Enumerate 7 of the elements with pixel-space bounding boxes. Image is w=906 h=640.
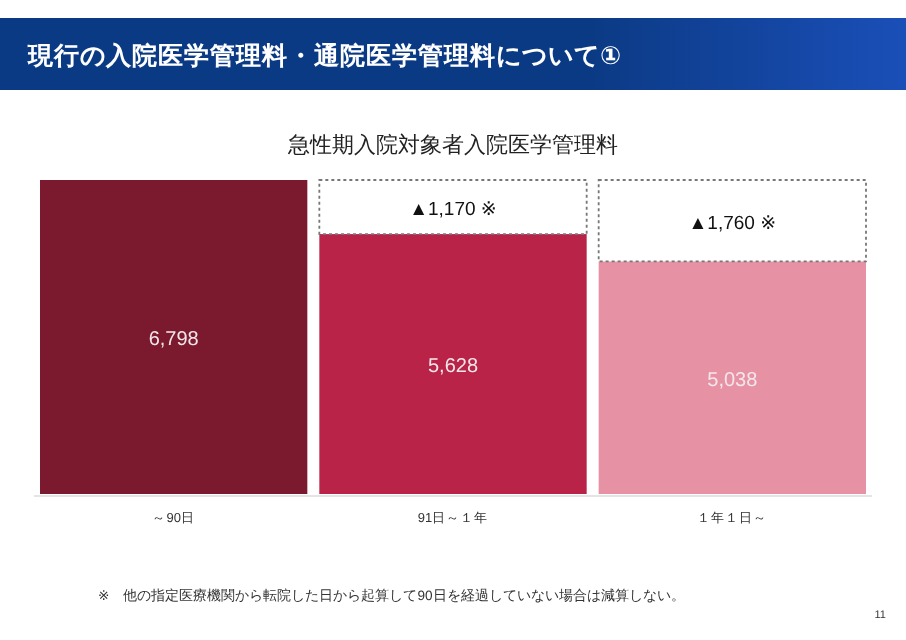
data-label: ▲1,170 ※ [409, 199, 497, 222]
data-label: ▲1,760 ※ [688, 212, 777, 235]
data-label: 5,628 [427, 356, 479, 379]
chart-title: 現行の入院医学管理料・通院医学管理料について① [26, 40, 622, 70]
data-label: 6,798 [148, 329, 200, 351]
data-label: 5,038 [707, 369, 759, 392]
chart-subtitle: 急性期入院対象者入院医学管理料 [286, 132, 618, 158]
